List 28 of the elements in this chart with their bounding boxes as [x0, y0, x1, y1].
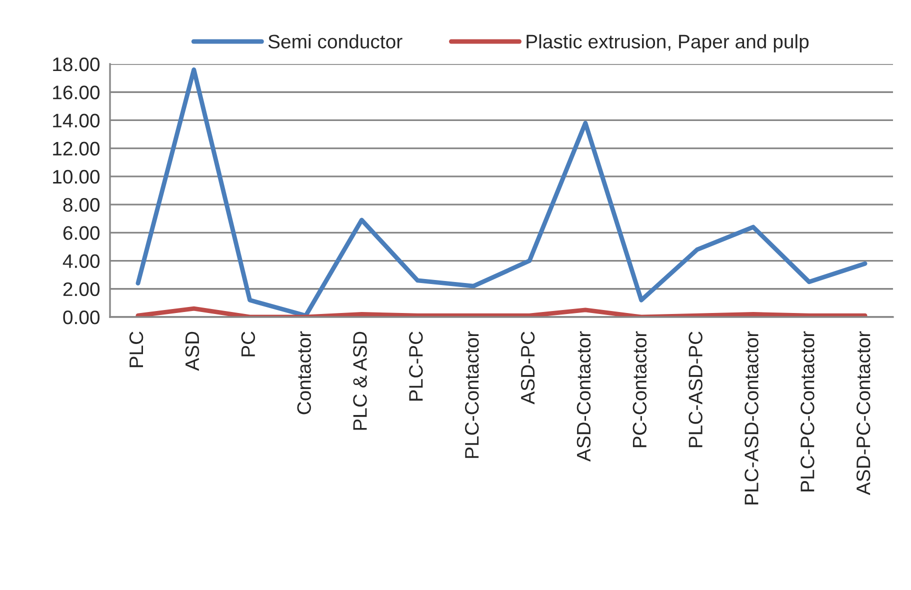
x-tick-label: PC [241, 332, 256, 356]
y-tick-label: 6.00 [63, 226, 100, 240]
x-tick-label: PLC-Contactor [464, 331, 479, 458]
y-tick-label: 0.00 [63, 310, 100, 324]
x-tick-label: ASD-Contactor [576, 331, 591, 462]
y-tick-label: 12.00 [53, 142, 100, 156]
x-tick-label: ASD-PC [520, 332, 535, 404]
y-tick-label: 4.00 [62, 254, 100, 268]
x-tick-label: PLC-PC [409, 332, 423, 401]
x-tick-label: ASD [185, 332, 200, 371]
x-tick-label: PC-Contactor [632, 331, 647, 448]
y-tick-label: 16.00 [53, 86, 100, 100]
y-tick-label: 2.00 [63, 282, 100, 296]
x-tick-label: PLC [129, 332, 144, 368]
x-tick-label: PLC & ASD [353, 332, 367, 430]
x-tick-label: PLC-ASD-Contactor [744, 331, 758, 504]
y-tick-label: 18.00 [53, 57, 100, 72]
y-tick-label: 10.00 [53, 170, 100, 184]
x-tick-label: PLC-ASD-PC [688, 332, 702, 448]
legend-label: Semi conductor [268, 34, 402, 48]
line-series [136, 67, 868, 317]
x-tick-label: PLC-PC-Contactor [800, 331, 814, 492]
legend-label: Plastic extrusion, Paper and pulp [526, 34, 809, 52]
line-series [136, 306, 868, 317]
x-tick-label: Contactor [297, 331, 311, 414]
x-tick-label: ASD-PC-Contactor [856, 331, 870, 496]
y-tick-label: 14.00 [53, 114, 100, 128]
y-tick-label: 8.00 [63, 198, 100, 212]
